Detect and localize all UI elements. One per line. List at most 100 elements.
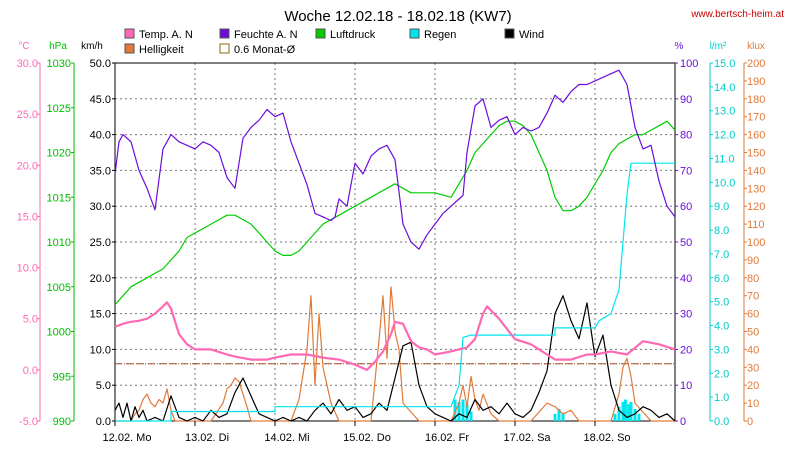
axis-tick-label-temp: 25.0 xyxy=(17,109,38,121)
axis-tick-label-wind: 35.0 xyxy=(90,165,111,177)
axis-tick-label-pressure: 1025 xyxy=(47,103,71,115)
axis-tick-label-light: 140 xyxy=(747,165,765,177)
rain-bar xyxy=(621,401,625,421)
x-tick-label: 12.02. Mo xyxy=(103,432,152,444)
axis-tick-label-rain: 6.0 xyxy=(714,273,729,285)
axis-tick-label-light: 190 xyxy=(747,76,765,88)
axis-tick-label-rain: 3.0 xyxy=(714,344,729,356)
axis-tick-label-wind: 20.0 xyxy=(90,273,111,285)
rain-bar xyxy=(465,404,469,421)
rain-bar xyxy=(629,401,633,421)
axis-tick-label-pressure: 995 xyxy=(53,371,71,383)
source-link[interactable]: www.bertsch-heim.at xyxy=(690,9,784,20)
axis-tick-label-rain: 9.0 xyxy=(714,201,729,213)
axis-tick-label-light: 0 xyxy=(747,416,753,428)
axis-tick-label-wind: 45.0 xyxy=(90,94,111,106)
legend-label: Temp. A. N xyxy=(139,29,193,41)
axis-tick-label-humidity: 20 xyxy=(680,344,692,356)
axis-tick-label-rain: 13.0 xyxy=(714,106,735,118)
axis-tick-label-wind: 0.0 xyxy=(96,416,111,428)
rain-bar xyxy=(557,409,561,421)
axis-tick-label-pressure: 1010 xyxy=(47,237,71,249)
legend-swatch xyxy=(315,28,326,39)
series-lines xyxy=(114,69,676,422)
x-tick-label: 15.02. Do xyxy=(343,432,391,444)
axis-tick-label-humidity: 90 xyxy=(680,94,692,106)
axis-tick-label-pressure: 1030 xyxy=(47,58,71,70)
axis-tick-label-humidity: 30 xyxy=(680,309,692,321)
rain-bar xyxy=(633,409,637,421)
axis-tick-label-wind: 10.0 xyxy=(90,344,111,356)
axis-tick-label-light: 90 xyxy=(747,255,759,267)
axis-tick-label-rain: 1.0 xyxy=(714,392,729,404)
axis-unit-temp: °C xyxy=(18,41,29,52)
axis-tick-label-light: 70 xyxy=(747,291,759,303)
legend-swatch xyxy=(124,28,135,39)
legend-label: Feuchte A. N xyxy=(234,29,298,41)
x-tick-label: 13.02. Di xyxy=(185,432,229,444)
axis-tick-label-rain: 15.0 xyxy=(714,58,735,70)
series-line-regen xyxy=(115,162,675,422)
axis-tick-label-rain: 10.0 xyxy=(714,177,735,189)
axes: 30.025.020.015.010.05.00.0-5.01030102510… xyxy=(17,58,766,428)
axis-tick-label-light: 40 xyxy=(747,344,759,356)
axis-tick-label-temp: 20.0 xyxy=(17,160,38,172)
axis-tick-label-light: 20 xyxy=(747,380,759,392)
axis-tick-label-wind: 30.0 xyxy=(90,201,111,213)
axis-unit-light: klux xyxy=(747,41,765,52)
legend-label: Luftdruck xyxy=(330,29,376,41)
rain-bar xyxy=(613,413,617,421)
rain-bar xyxy=(561,413,565,421)
axis-unit-pressure: hPa xyxy=(49,41,67,52)
axis-tick-label-pressure: 1000 xyxy=(47,327,71,339)
axis-unit-labels: °C hPa km/h% l/m² klux xyxy=(18,41,765,52)
rain-bar xyxy=(627,404,631,421)
axis-tick-label-wind: 40.0 xyxy=(90,130,111,142)
axis-tick-label-rain: 7.0 xyxy=(714,249,729,261)
axis-tick-label-humidity: 0 xyxy=(680,416,686,428)
axis-tick-label-light: 130 xyxy=(747,183,765,195)
legend-swatch xyxy=(219,28,230,39)
x-tick-label: 18.02. So xyxy=(583,432,630,444)
rain-bar xyxy=(637,413,641,421)
axis-tick-label-rain: 5.0 xyxy=(714,297,729,309)
axis-tick-label-light: 180 xyxy=(747,94,765,106)
axis-unit-rain: l/m² xyxy=(710,41,727,52)
axis-tick-label-humidity: 70 xyxy=(680,165,692,177)
axis-tick-label-light: 30 xyxy=(747,362,759,374)
axis-tick-label-light: 170 xyxy=(747,112,765,124)
axis-tick-label-light: 80 xyxy=(747,273,759,285)
axis-tick-label-wind: 5.0 xyxy=(96,380,111,392)
axis-tick-label-rain: 2.0 xyxy=(714,368,729,380)
axis-tick-label-light: 200 xyxy=(747,58,765,70)
x-tick-label: 17.02. Sa xyxy=(503,432,551,444)
axis-tick-label-light: 120 xyxy=(747,201,765,213)
rain-bars xyxy=(453,399,641,421)
legend-swatch xyxy=(124,43,135,54)
x-axis-ticks: 12.02. Mo 13.02. Di 14.02. Mi 15.02. Do 16.0… xyxy=(103,421,631,444)
x-tick-label: 16.02. Fr xyxy=(425,432,469,444)
axis-tick-label-temp: -5.0 xyxy=(19,416,38,428)
axis-tick-label-pressure: 1005 xyxy=(47,282,71,294)
chart-title: Woche 12.02.18 - 18.02.18 (KW7) xyxy=(284,8,511,25)
axis-tick-label-wind: 50.0 xyxy=(90,58,111,70)
rain-bar xyxy=(623,399,627,421)
axis-unit-humidity: % xyxy=(675,41,684,52)
rain-bar xyxy=(469,411,473,421)
x-tick-label: 14.02. Mi xyxy=(264,432,309,444)
axis-tick-label-pressure: 1020 xyxy=(47,148,71,160)
axis-tick-label-light: 110 xyxy=(747,219,765,231)
axis-tick-label-rain: 0.0 xyxy=(714,416,729,428)
series-line-wind xyxy=(114,295,676,422)
axis-tick-label-light: 50 xyxy=(747,327,759,339)
axis-tick-label-temp: 10.0 xyxy=(17,263,38,275)
legend-swatch xyxy=(219,43,230,54)
axis-tick-label-humidity: 60 xyxy=(680,201,692,213)
axis-tick-label-wind: 15.0 xyxy=(90,309,111,321)
axis-unit-wind: km/h xyxy=(81,41,103,52)
axis-tick-label-light: 60 xyxy=(747,309,759,321)
axis-tick-label-temp: 0.0 xyxy=(23,365,38,377)
legend-label: Helligkeit xyxy=(139,44,184,56)
axis-tick-label-humidity: 10 xyxy=(680,380,692,392)
